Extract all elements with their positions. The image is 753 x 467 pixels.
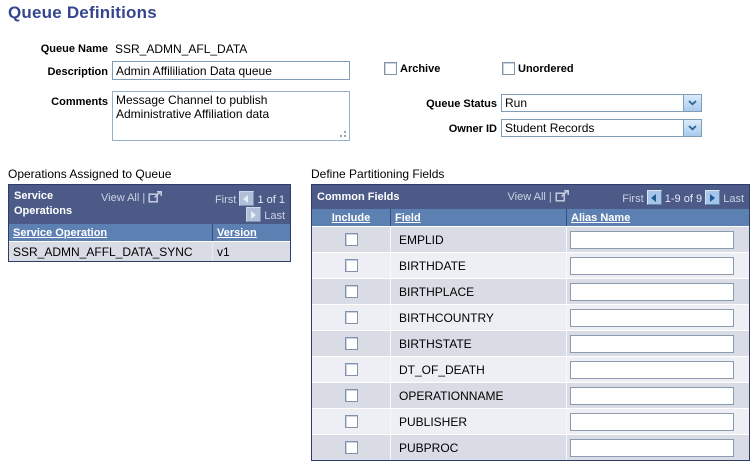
page-info: 1 of 1 — [257, 194, 285, 206]
field-name: PUBLISHER — [391, 409, 567, 434]
first-link[interactable]: First — [214, 194, 237, 206]
previous-page-button[interactable] — [646, 189, 662, 205]
version-value: v1 — [217, 245, 230, 259]
archive-checkbox[interactable] — [384, 62, 397, 75]
first-link[interactable]: First — [622, 192, 644, 205]
grid-title: Common Fields — [317, 190, 400, 203]
table-row: BIRTHCOUNTRY — [312, 304, 749, 330]
chevron-down-icon[interactable] — [683, 95, 701, 111]
queue-name-value: SSR_ADMN_AFL_DATA — [115, 42, 248, 56]
alias-name-input[interactable] — [570, 334, 734, 353]
common-fields-rows: EMPLID BIRTHDATE BIRTHPLACE BIRTHCOUNTRY… — [312, 226, 749, 460]
include-checkbox[interactable] — [344, 337, 358, 350]
owner-id-label: Owner ID — [448, 123, 497, 135]
field-name: PUBPROC — [391, 435, 567, 460]
column-field[interactable]: Field — [395, 212, 421, 224]
page-info: 1-9 of 9 — [664, 192, 703, 205]
field-name: BIRTHCOUNTRY — [391, 305, 567, 330]
table-row: BIRTHSTATE — [312, 330, 749, 356]
table-row: SSR_ADMN_AFFL_DATA_SYNC v1 — [9, 241, 290, 261]
partitioning-grid: Define Partitioning Fields Common Fields… — [311, 167, 750, 461]
include-checkbox[interactable] — [344, 389, 358, 402]
comments-field-wrap: Message Channel to publish Administrativ… — [112, 91, 350, 141]
include-checkbox[interactable] — [344, 311, 358, 324]
field-name: EMPLID — [391, 227, 567, 252]
open-in-new-window-icon[interactable] — [148, 191, 163, 206]
field-name: BIRTHPLACE — [391, 279, 567, 304]
column-service-operation[interactable]: Service Operation — [13, 227, 108, 239]
operations-grid: Operations Assigned to Queue Service Ope… — [8, 167, 291, 262]
alias-name-input[interactable] — [570, 412, 734, 431]
field-name: BIRTHSTATE — [391, 331, 567, 356]
description-input[interactable] — [112, 61, 350, 80]
description-label: Description — [47, 66, 108, 78]
field-name: DT_OF_DEATH — [391, 357, 567, 382]
table-row: EMPLID — [312, 226, 749, 252]
view-all-link[interactable]: View All — [101, 192, 140, 204]
alias-name-input[interactable] — [570, 308, 734, 327]
last-link[interactable]: Last — [264, 210, 285, 222]
field-name: OPERATIONNAME — [391, 383, 567, 408]
nav-separator: | — [548, 190, 552, 203]
queue-status-label: Queue Status — [426, 98, 497, 110]
archive-label: Archive — [400, 63, 441, 75]
previous-page-button[interactable] — [239, 191, 255, 206]
column-alias-name[interactable]: Alias Name — [571, 212, 631, 224]
table-row: DT_OF_DEATH — [312, 356, 749, 382]
table-row: BIRTHDATE — [312, 252, 749, 278]
queue-name-label: Queue Name — [40, 43, 108, 55]
alias-name-input[interactable] — [570, 438, 734, 457]
table-row: PUBLISHER — [312, 408, 749, 434]
comments-label: Comments — [51, 96, 108, 108]
common-fields-column-header: Include Field Alias Name — [312, 209, 749, 226]
unordered-label: Unordered — [518, 63, 574, 75]
service-operation-value: SSR_ADMN_AFFL_DATA_SYNC — [9, 242, 213, 261]
service-operations-header: Service Operations View All | First 1 of … — [9, 185, 290, 224]
open-in-new-window-icon[interactable] — [555, 189, 570, 205]
alias-name-input[interactable] — [570, 282, 734, 301]
queue-status-value: Run — [505, 96, 528, 110]
column-include[interactable]: Include — [331, 212, 371, 224]
page-title: Queue Definitions — [8, 3, 157, 22]
alias-name-input[interactable] — [570, 230, 734, 249]
include-checkbox[interactable] — [344, 259, 358, 272]
owner-id-value: Student Records — [505, 121, 595, 135]
field-name: BIRTHDATE — [391, 253, 567, 278]
include-checkbox[interactable] — [344, 285, 358, 298]
alias-name-input[interactable] — [570, 360, 734, 379]
operations-section-label: Operations Assigned to Queue — [8, 167, 172, 181]
table-row: PUBPROC — [312, 434, 749, 460]
service-operations-table: Service Operations View All | First 1 of … — [8, 184, 291, 262]
include-checkbox[interactable] — [344, 415, 358, 428]
comments-textarea[interactable]: Message Channel to publish Administrativ… — [112, 91, 350, 141]
service-operations-column-header: Service Operation Version — [9, 224, 290, 241]
queue-status-dropdown[interactable]: Run — [501, 94, 702, 112]
common-fields-header: Common Fields View All | First 1-9 of 9 L… — [312, 185, 749, 209]
grid-title: Service Operations — [14, 190, 73, 217]
unordered-checkbox[interactable] — [502, 62, 515, 75]
chevron-down-icon[interactable] — [683, 120, 701, 136]
include-checkbox[interactable] — [344, 233, 358, 246]
column-version[interactable]: Version — [217, 227, 257, 239]
view-all-link[interactable]: View All — [507, 190, 546, 203]
owner-id-dropdown[interactable]: Student Records — [501, 119, 702, 137]
include-checkbox[interactable] — [344, 441, 358, 454]
next-page-button[interactable] — [246, 207, 262, 222]
alias-name-input[interactable] — [570, 386, 734, 405]
table-row: BIRTHPLACE — [312, 278, 749, 304]
alias-name-input[interactable] — [570, 256, 734, 275]
common-fields-table: Common Fields View All | First 1-9 of 9 L… — [311, 184, 750, 461]
last-link[interactable]: Last — [723, 192, 744, 205]
nav-separator: | — [142, 192, 146, 204]
include-checkbox[interactable] — [344, 363, 358, 376]
table-row: OPERATIONNAME — [312, 382, 749, 408]
next-page-button[interactable] — [705, 189, 721, 205]
partitioning-section-label: Define Partitioning Fields — [311, 167, 445, 181]
